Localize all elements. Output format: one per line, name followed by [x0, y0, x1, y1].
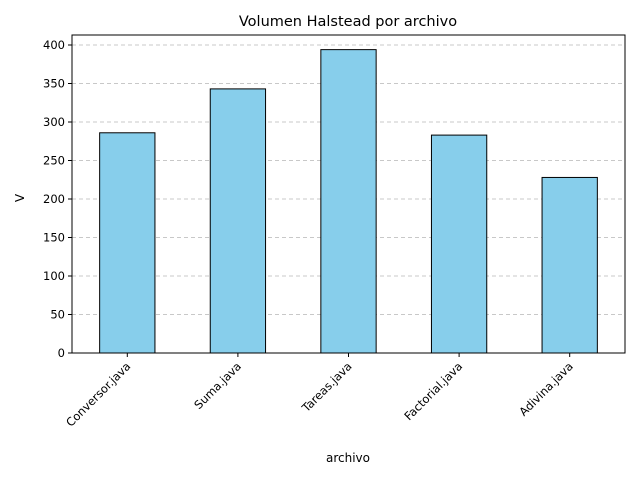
bar-conversor-java — [99, 132, 156, 354]
y-tick-label: 150 — [43, 231, 65, 245]
x-axis-label: archivo — [326, 451, 370, 465]
y-tick-label: 400 — [43, 38, 65, 52]
x-tick-label: Tareas.java — [298, 359, 354, 415]
y-tick-label: 300 — [43, 115, 65, 129]
x-tick-label: Suma.java — [191, 359, 244, 412]
y-tick-label: 50 — [50, 308, 65, 322]
chart-title: Volumen Halstead por archivo — [239, 14, 457, 30]
y-tick-label: 250 — [43, 154, 65, 168]
x-tick-label: Factorial.java — [401, 359, 465, 423]
x-axis-ticks: Conversor.java Suma.java Tareas.java Factor… — [63, 353, 576, 430]
y-tick-label: 100 — [43, 269, 65, 283]
y-axis-label: V — [13, 193, 27, 202]
y-tick-label: 0 — [58, 346, 65, 360]
x-tick-label: Conversor.java — [63, 359, 133, 429]
y-tick-label: 200 — [43, 192, 65, 206]
bar-tareas-java — [320, 49, 377, 354]
y-tick-label: 350 — [43, 77, 65, 91]
x-tick-label: Adivina.java — [516, 359, 576, 419]
bar-factorial-java — [430, 134, 488, 354]
y-axis-ticks: 0 50 100 150 200 250 300 350 400 — [43, 38, 72, 360]
bar-suma-java — [209, 88, 267, 354]
bars — [99, 49, 598, 354]
bar-adivina-java — [541, 176, 598, 354]
